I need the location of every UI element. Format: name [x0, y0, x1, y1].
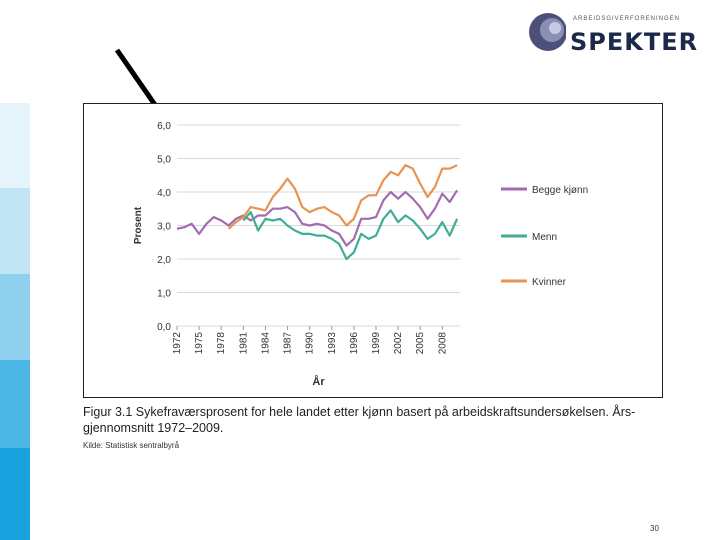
- decorative-stripe-2: [0, 188, 30, 274]
- spekter-logo: [529, 13, 566, 51]
- x-tick-label: 1972: [172, 332, 183, 355]
- x-tick-label: 1987: [283, 332, 294, 355]
- x-tick-label: 1990: [305, 332, 316, 355]
- y-tick-label: 1,0: [157, 289, 171, 300]
- legend-label: Begge kjønn: [532, 185, 588, 196]
- series-line: [242, 209, 459, 261]
- x-tick-label: 1981: [238, 332, 249, 355]
- decorative-stripe-3: [0, 274, 30, 360]
- x-tick-label: 2008: [437, 332, 448, 355]
- figure-source: Kilde: Statistisk sentralbyrå: [83, 441, 180, 450]
- x-tick-label: 1993: [327, 332, 338, 355]
- y-tick-label: 4,0: [157, 188, 171, 199]
- y-tick-label: 0,0: [157, 322, 171, 333]
- y-tick-label: 5,0: [157, 155, 171, 166]
- legend-label: Menn: [532, 232, 557, 243]
- y-tick-label: 2,0: [157, 255, 171, 266]
- legend-label: Kvinner: [532, 277, 567, 288]
- decorative-stripe-4: [0, 360, 30, 448]
- x-tick-label: 1999: [371, 332, 382, 355]
- y-axis-label: Prosent: [133, 206, 144, 244]
- brand-name: SPEKTER: [570, 28, 699, 56]
- x-tick-label: 2002: [393, 332, 404, 355]
- figure-caption: Figur 3.1 Sykefraværsprosent for hele la…: [83, 405, 636, 435]
- x-tick-label: 1984: [260, 332, 271, 355]
- series-line: [227, 164, 458, 230]
- line-chart: 0,0 1,0 2,0 3,0 4,0 5,0 6,0 1972 1975 1978 1981 198…: [133, 121, 588, 388]
- x-axis-label: År: [312, 375, 325, 388]
- decorative-stripe-1: [0, 103, 30, 188]
- x-tick-label: 1996: [349, 332, 360, 355]
- x-tick-label: 2005: [415, 332, 426, 355]
- decorative-stripe-5: [0, 448, 30, 540]
- series-line: [176, 189, 459, 247]
- page-number: 30: [650, 524, 659, 533]
- x-tick-label: 1975: [194, 332, 205, 355]
- y-tick-label: 3,0: [157, 222, 171, 233]
- brand-tagline: ARBEIDSGIVERFORENINGEN: [573, 16, 681, 22]
- figure-box: 0,0 1,0 2,0 3,0 4,0 5,0 6,0 1972 1975 1978 1981 198…: [83, 103, 663, 398]
- y-tick-label: 6,0: [157, 121, 171, 132]
- x-tick-label: 1978: [216, 332, 227, 355]
